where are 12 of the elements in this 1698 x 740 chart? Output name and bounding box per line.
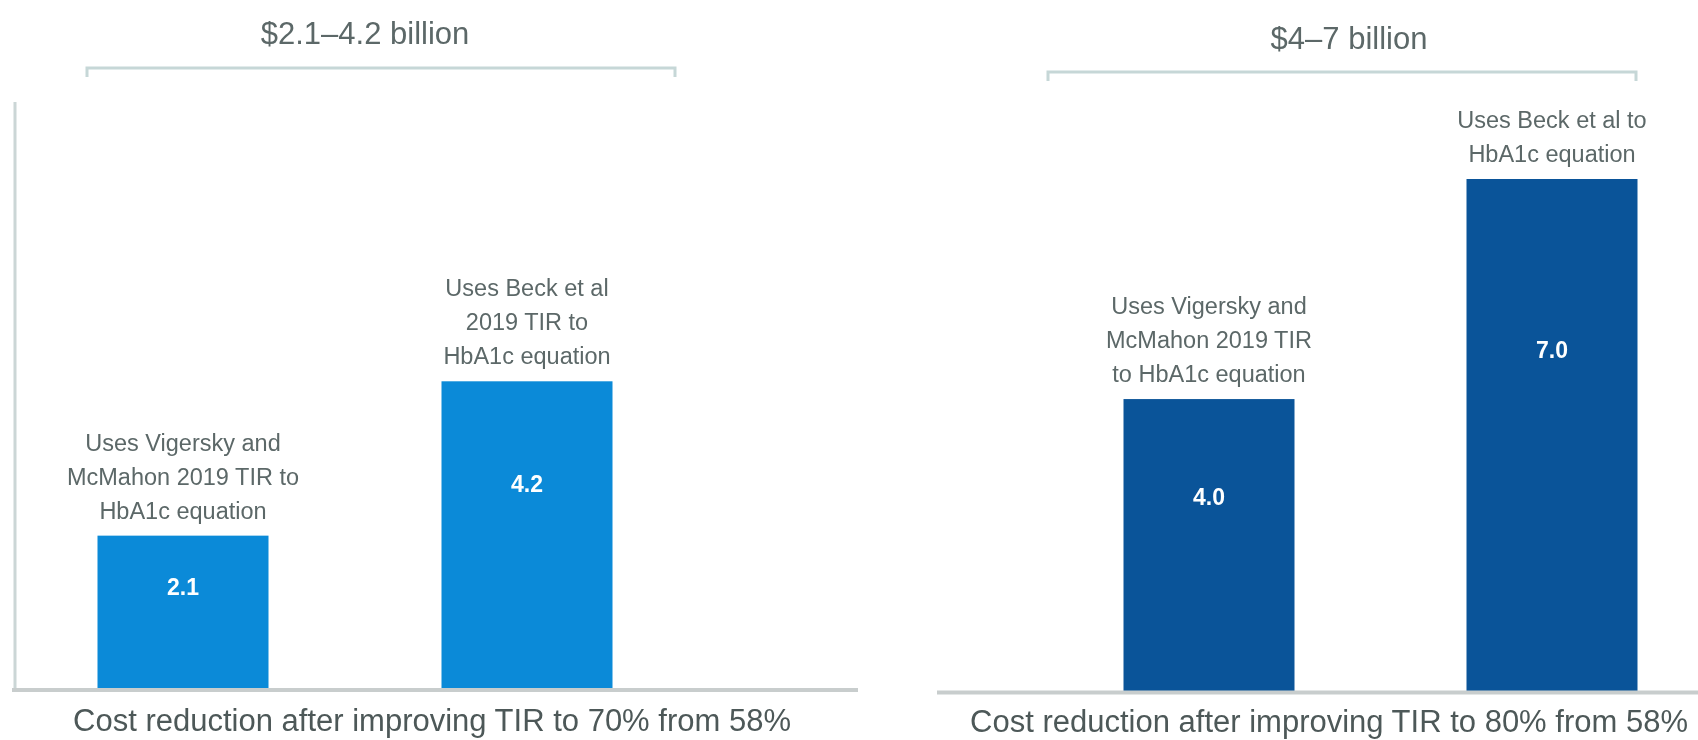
data-label: 4.0 <box>1193 483 1225 510</box>
x-axis-title: Cost reduction after improving TIR to 80% from 58% <box>970 704 1688 739</box>
chart-title: $2.1–4.2 billion <box>260 16 470 51</box>
annotation: Uses Vigersky and McMahon 2019 TIR to HbA1c equation <box>66 429 300 524</box>
annotation: Uses Vigersky and McMahon 2019 TIR to HbA1c equation <box>1106 293 1312 388</box>
data-label: 4.2 <box>511 471 543 498</box>
annotation: Uses Beck et al 2019 TIR to HbA1c equation <box>443 275 611 370</box>
annotation: Uses Beck et al to HbA1c equation <box>1457 107 1647 167</box>
data-label: 2.1 <box>167 574 200 601</box>
data-label: 7.0 <box>1536 337 1568 364</box>
chart-title: $4–7 billion <box>1270 21 1428 56</box>
x-axis-title: Cost reduction after improving TIR to 70% from 58% <box>73 703 791 738</box>
